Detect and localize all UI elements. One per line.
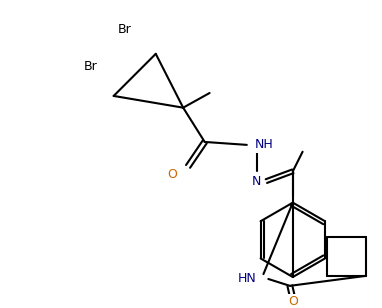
Text: N: N <box>252 175 261 188</box>
Text: Br: Br <box>83 60 97 73</box>
Text: O: O <box>167 168 177 181</box>
Text: O: O <box>288 295 298 308</box>
Text: Br: Br <box>118 23 131 36</box>
Text: HN: HN <box>238 273 257 286</box>
Text: NH: NH <box>255 138 274 151</box>
